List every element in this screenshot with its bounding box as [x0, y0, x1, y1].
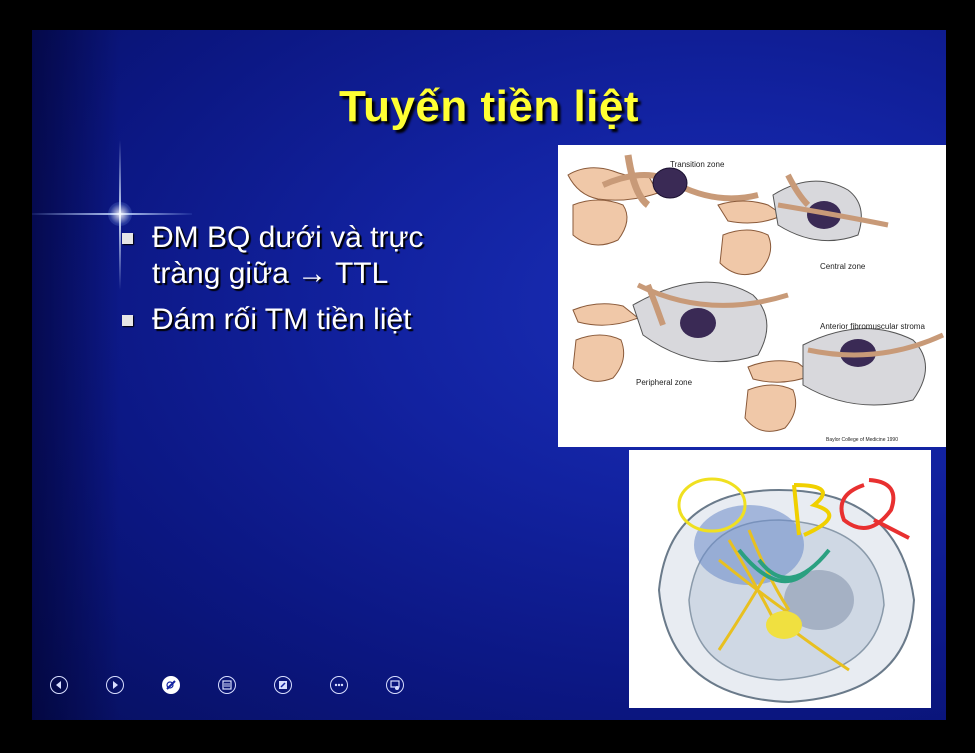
see-all-slides-button[interactable]	[218, 676, 236, 694]
more-options-button[interactable]	[330, 676, 348, 694]
light-flare-center	[108, 202, 132, 226]
zone-drawing-peripheral	[572, 281, 789, 382]
venous-plexus-figure: BQ	[629, 450, 931, 708]
presenter-view-button[interactable]	[386, 676, 404, 694]
zoom-button[interactable]	[274, 676, 292, 694]
presenter-icon	[390, 680, 400, 690]
previous-icon	[56, 681, 61, 689]
previous-slide-button[interactable]	[50, 676, 68, 694]
slide-title: Tuyến tiền liệt	[338, 82, 640, 131]
bullet-text-line: Đám rối TM tiền liệt	[152, 303, 412, 336]
bullet-square-icon	[122, 315, 133, 326]
slide-canvas: Tuyến tiền liệt ĐM BQ dưới và trực tràng…	[32, 30, 946, 720]
bullet-text-line: ĐM BQ dưới và trực	[152, 221, 424, 254]
zone-drawing-central	[717, 173, 889, 276]
bullet-item: ĐM BQ dưới và trực tràng giữa → TTL	[118, 220, 538, 292]
zoom-icon	[279, 681, 287, 689]
label-credit: Baylor College of Medicine 1990	[826, 437, 898, 443]
next-slide-button[interactable]	[106, 676, 124, 694]
next-icon	[113, 681, 118, 689]
pen-icon	[166, 680, 176, 690]
bullet-list: ĐM BQ dưới và trực tràng giữa → TTL Đám …	[118, 220, 538, 348]
zone-drawing-transition	[567, 154, 759, 246]
more-icon	[334, 683, 344, 687]
zone-drawing-anterior	[744, 328, 945, 432]
slideshow-nav-bar	[50, 676, 442, 694]
bullet-square-icon	[122, 233, 133, 244]
bullet-text-line: tràng giữa → TTL	[152, 257, 389, 290]
bullet-item: Đám rối TM tiền liệt	[118, 302, 538, 338]
annotation-bq: BQ	[814, 481, 816, 483]
slides-icon	[222, 680, 232, 690]
label-anterior-stroma: Anterior fibromuscular stroma	[820, 322, 925, 331]
label-central-zone: Central zone	[820, 262, 866, 271]
label-peripheral-zone: Peripheral zone	[636, 378, 693, 387]
prostate-zones-figure: Transition zone Central zone Peripheral …	[558, 145, 946, 447]
pen-tool-button[interactable]	[162, 676, 180, 694]
label-transition-zone: Transition zone	[670, 160, 725, 169]
